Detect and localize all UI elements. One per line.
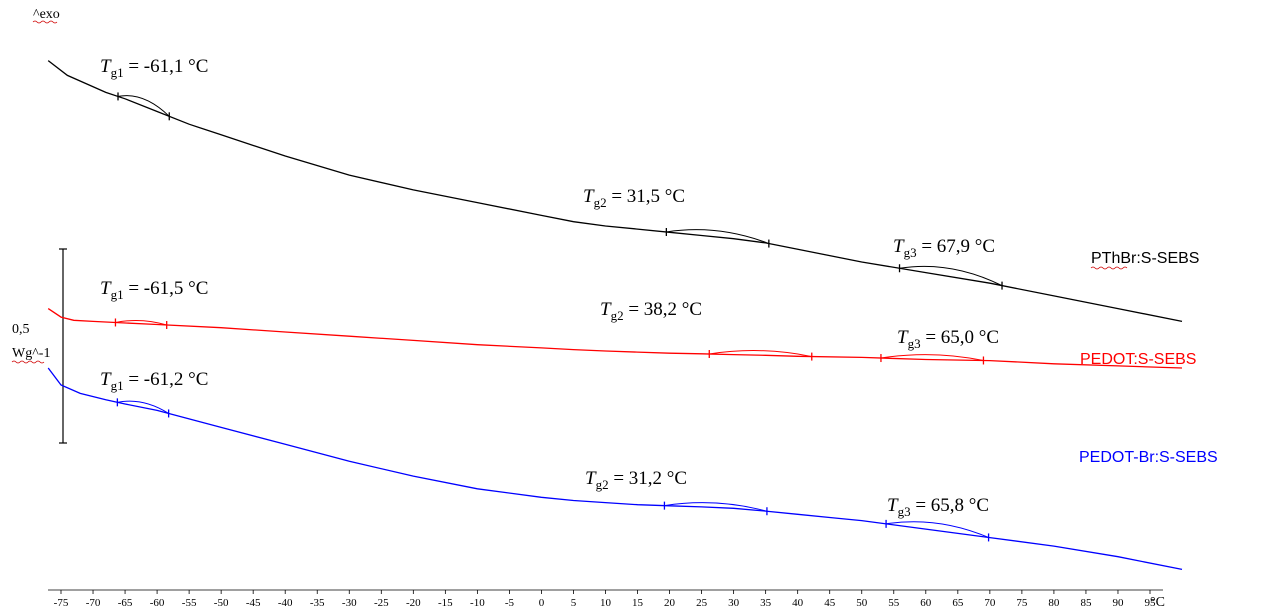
transition-loop — [666, 229, 770, 245]
transition-label: Tg2 = 31,5 °C — [583, 186, 685, 210]
transition-loop — [880, 354, 984, 361]
transition-value: = 65,8 °C — [911, 495, 990, 516]
transition-loop — [117, 400, 169, 414]
legend-pedot: PEDOT:S-SEBS — [1080, 351, 1196, 368]
scale-bar-value: 0,5 — [12, 322, 30, 337]
transition-subscript: g2 — [611, 308, 624, 323]
x-tick-label: -65 — [118, 597, 133, 609]
transition-value: = 67,9 °C — [917, 236, 996, 257]
x-tick-label: -60 — [150, 597, 165, 609]
transition-subscript: g2 — [596, 477, 609, 492]
transition-symbol: T — [600, 299, 612, 320]
x-unit: °C — [1150, 595, 1165, 609]
transition-constructions — [114, 92, 1003, 542]
transition-symbol: T — [585, 468, 597, 489]
x-tick-label: -5 — [505, 597, 515, 609]
transition-subscript: g3 — [904, 245, 917, 260]
transition-label: Tg1 = -61,2 °C — [100, 369, 208, 393]
transition-subscript: g3 — [908, 336, 921, 351]
x-tick-label: -20 — [406, 597, 421, 609]
x-tick-label: -30 — [342, 597, 357, 609]
x-tick-label: 10 — [600, 597, 612, 609]
transition-label: Tg2 = 38,2 °C — [600, 299, 702, 323]
transition-label: Tg1 = -61,1 °C — [100, 56, 208, 80]
transition-value: = 31,5 °C — [607, 186, 686, 207]
transition-loop — [664, 502, 768, 512]
x-tick-label: 75 — [1016, 597, 1028, 609]
transition-value: = -61,5 °C — [124, 278, 209, 299]
x-tick-label: 60 — [920, 597, 932, 609]
x-tick-label: 35 — [760, 597, 772, 609]
transition-loop — [117, 95, 170, 117]
x-tick-label: -25 — [374, 597, 389, 609]
transition-value: = 38,2 °C — [624, 299, 703, 320]
x-tick-label: 45 — [824, 597, 836, 609]
transition-loop — [709, 350, 812, 358]
transition-subscript: g1 — [111, 378, 124, 393]
x-tick-label: -10 — [470, 597, 485, 609]
series-line-pedot — [47, 308, 1183, 369]
x-tick-label: 90 — [1112, 597, 1124, 609]
transition-label: Tg3 = 65,8 °C — [887, 495, 989, 519]
transition-loop — [886, 521, 989, 538]
legend-pthbr: PThBr:S-SEBS — [1091, 250, 1199, 267]
x-tick-label: 95 — [1145, 597, 1157, 609]
transition-label: Tg1 = -61,5 °C — [100, 278, 208, 302]
x-tick-label: 65 — [952, 597, 964, 609]
x-tick-label: -35 — [310, 597, 325, 609]
transition-subscript: g1 — [111, 65, 124, 80]
series-line-pedot-br — [47, 367, 1183, 571]
transition-subscript: g1 — [111, 287, 124, 302]
transition-value: = -61,1 °C — [124, 56, 209, 77]
x-tick-label: 5 — [571, 597, 577, 609]
transition-value: = -61,2 °C — [124, 369, 209, 390]
exo-marker: ^exo — [33, 7, 60, 22]
transition-loop — [115, 319, 167, 326]
x-tick-label: 20 — [664, 597, 676, 609]
x-tick-label: 70 — [984, 597, 996, 609]
scale-bar-unit: Wg^-1 — [12, 346, 50, 361]
x-tick-label: 40 — [792, 597, 804, 609]
x-tick-label: 50 — [856, 597, 868, 609]
spellcheck-underline — [1090, 266, 1128, 270]
x-tick-label: -40 — [278, 597, 293, 609]
x-tick-label: 80 — [1048, 597, 1060, 609]
x-tick-label: -75 — [54, 597, 69, 609]
transition-subscript: g3 — [898, 504, 911, 519]
transition-symbol: T — [100, 369, 112, 390]
spellcheck-underline — [32, 20, 58, 24]
x-tick-label: 55 — [888, 597, 900, 609]
series-line-pthbr — [47, 60, 1183, 323]
transition-value: = 65,0 °C — [921, 327, 1000, 348]
transition-symbol: T — [897, 327, 909, 348]
transition-value: = 31,2 °C — [609, 468, 688, 489]
transition-symbol: T — [893, 236, 905, 257]
x-tick-label: -70 — [86, 597, 101, 609]
x-tick-label: -50 — [214, 597, 229, 609]
transition-label: Tg3 = 67,9 °C — [893, 236, 995, 260]
spellcheck-underline — [11, 360, 45, 364]
x-tick-label: 15 — [632, 597, 644, 609]
legend-pedot-br: PEDOT-Br:S-SEBS — [1079, 449, 1218, 466]
transition-symbol: T — [100, 278, 112, 299]
x-tick-label: -45 — [246, 597, 261, 609]
transition-symbol: T — [887, 495, 899, 516]
transition-subscript: g2 — [594, 195, 607, 210]
x-tick-label: 85 — [1080, 597, 1092, 609]
transition-symbol: T — [100, 56, 112, 77]
x-tick-label: -55 — [182, 597, 197, 609]
x-tick-label: 25 — [696, 597, 708, 609]
x-tick-label: 0 — [539, 597, 545, 609]
transition-symbol: T — [583, 186, 595, 207]
x-ticks: -75 -70 -65 -60 -55 -50 -45 -40 -35 -30 -25 -20 -15-… — [54, 590, 1156, 609]
transition-label: Tg3 = 65,0 °C — [897, 327, 999, 351]
x-tick-label: 30 — [728, 597, 740, 609]
transition-loop — [899, 265, 1003, 287]
x-tick-label: -15 — [438, 597, 453, 609]
transition-label: Tg2 = 31,2 °C — [585, 468, 687, 492]
